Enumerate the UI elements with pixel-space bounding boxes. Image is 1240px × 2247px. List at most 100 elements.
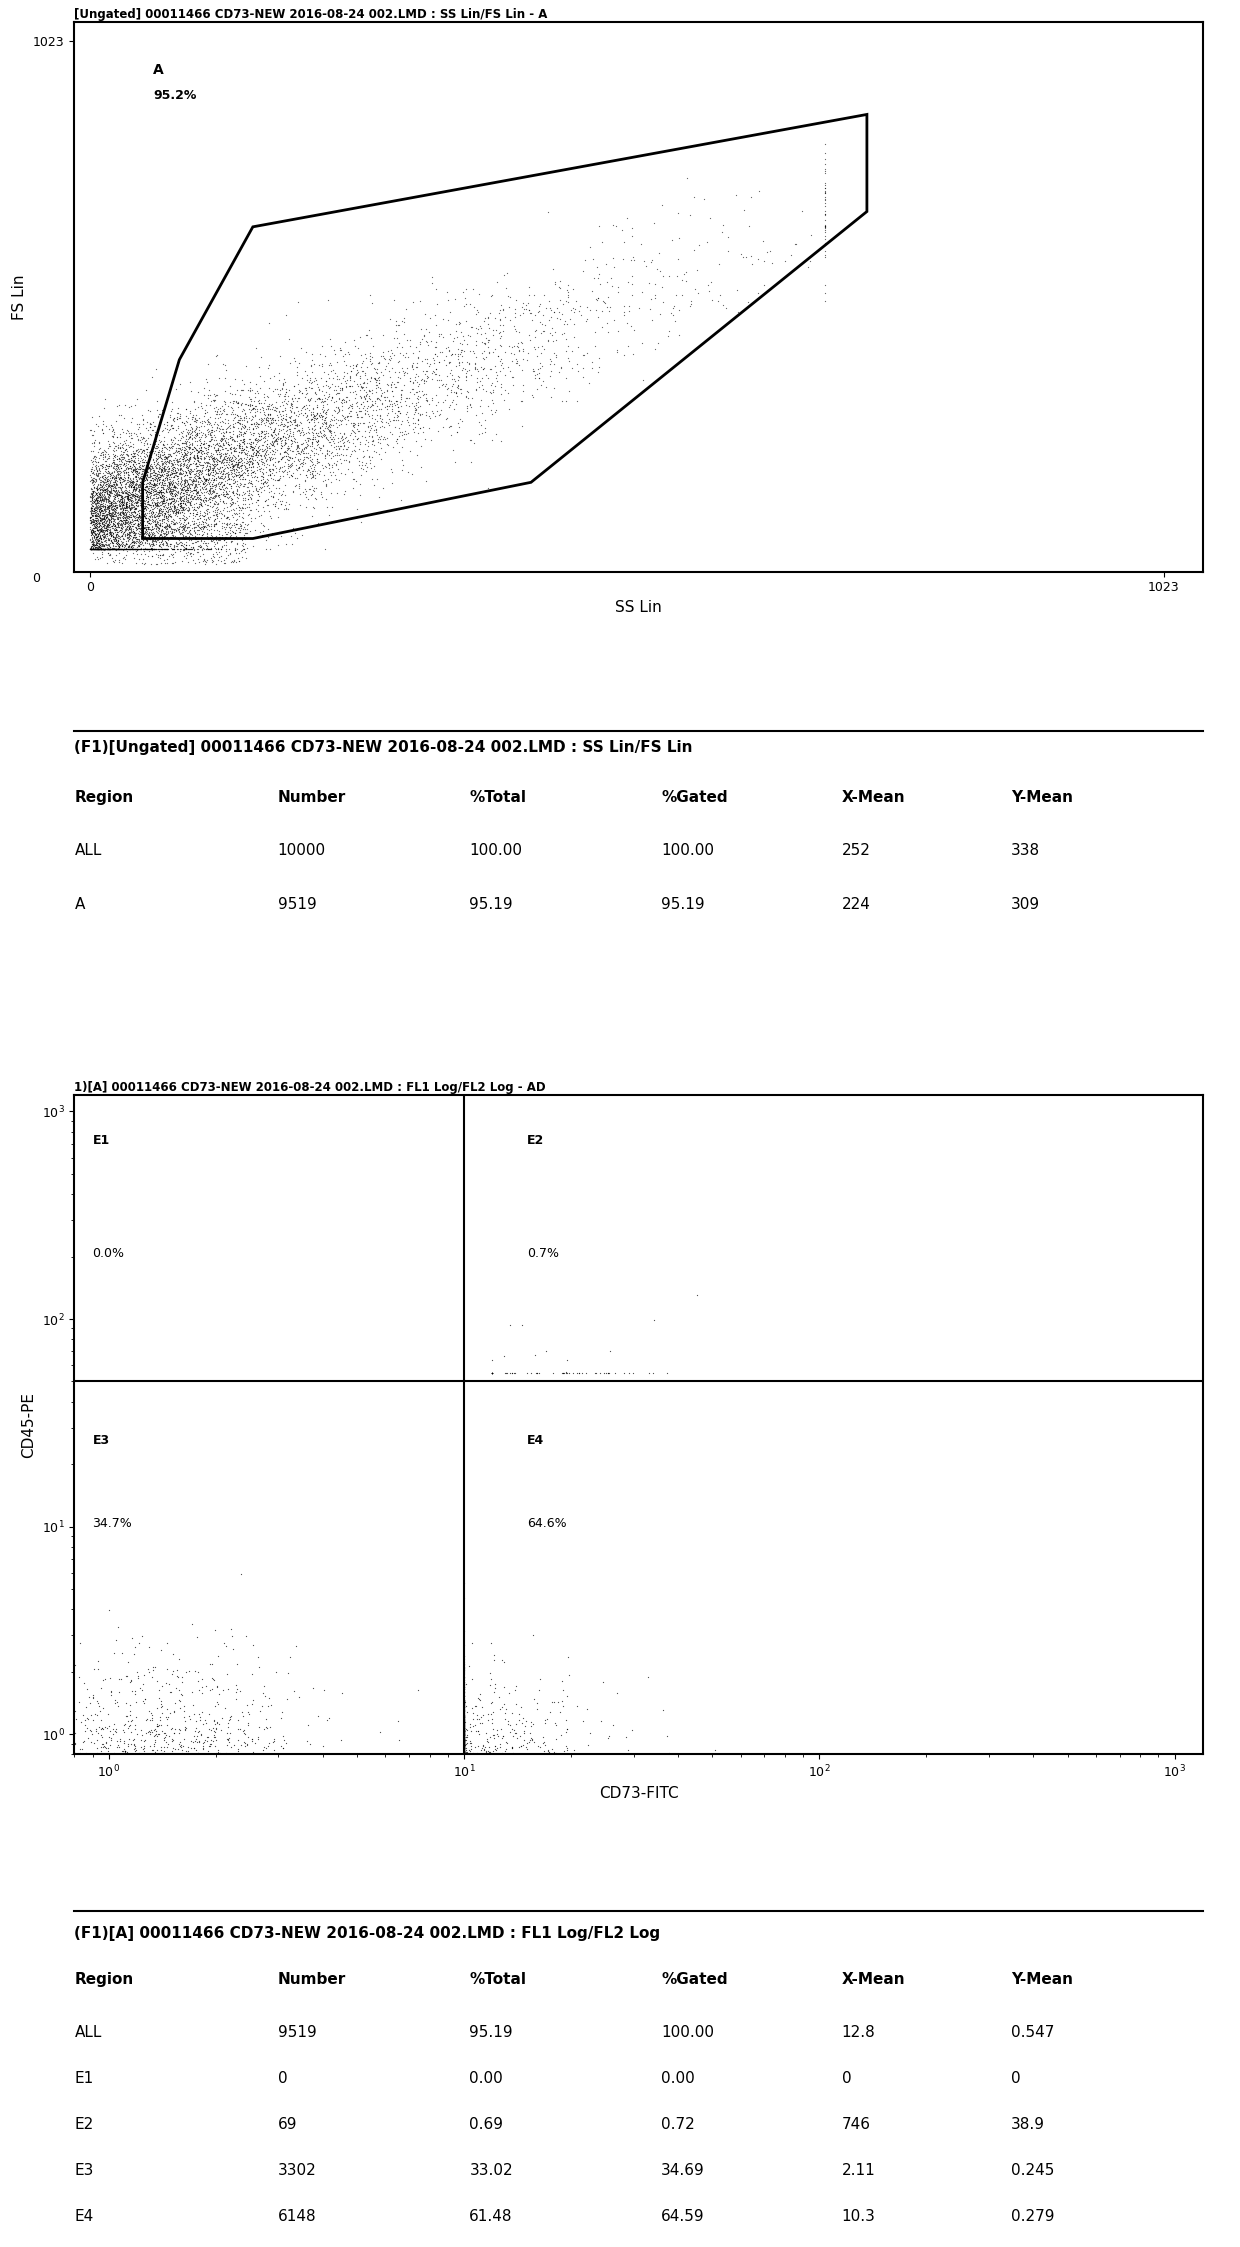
Point <box>136 454 156 490</box>
Point <box>0 1757 12 1793</box>
Point <box>124 1780 144 1816</box>
Point <box>180 517 200 553</box>
Point <box>454 1780 474 1816</box>
Point <box>454 1780 474 1816</box>
Point <box>140 1694 160 1730</box>
Point <box>454 1780 474 1816</box>
Point <box>234 483 254 519</box>
Point <box>114 445 134 481</box>
Point <box>290 404 310 440</box>
Point <box>459 346 479 382</box>
Point <box>238 497 258 533</box>
Point <box>454 1780 474 1816</box>
Point <box>174 512 193 548</box>
Point <box>454 1694 474 1730</box>
Point <box>557 1780 577 1816</box>
Point <box>89 530 109 566</box>
Point <box>506 1685 526 1721</box>
Point <box>258 400 278 436</box>
Point <box>454 1780 474 1816</box>
Point <box>105 402 125 438</box>
Point <box>133 542 153 577</box>
Point <box>176 1710 196 1746</box>
Point <box>454 1780 474 1816</box>
Point <box>454 1780 474 1816</box>
Point <box>454 1714 474 1750</box>
Point <box>224 465 244 501</box>
Point <box>81 530 100 566</box>
Point <box>16 1780 36 1816</box>
Point <box>523 1780 543 1816</box>
Point <box>93 472 113 508</box>
Point <box>454 1780 474 1816</box>
Point <box>157 530 177 566</box>
Point <box>57 1780 77 1816</box>
Point <box>454 1737 474 1773</box>
Point <box>454 1780 474 1816</box>
Point <box>539 1780 559 1816</box>
Point <box>513 330 533 366</box>
Point <box>0 1780 12 1816</box>
Point <box>88 456 108 492</box>
Point <box>454 1780 474 1816</box>
Point <box>165 490 185 526</box>
Point <box>198 467 218 503</box>
Point <box>109 456 129 492</box>
Point <box>516 1780 536 1816</box>
Point <box>93 530 113 566</box>
Point <box>69 1780 89 1816</box>
Point <box>454 1658 474 1694</box>
Point <box>109 440 129 476</box>
Point <box>157 508 177 544</box>
Point <box>549 1753 569 1789</box>
Point <box>454 1771 474 1807</box>
Point <box>454 1750 474 1786</box>
Point <box>538 1775 558 1811</box>
Point <box>136 465 156 501</box>
Point <box>294 1739 314 1775</box>
Point <box>475 1771 495 1807</box>
Point <box>198 472 218 508</box>
Point <box>221 517 241 553</box>
Point <box>454 1780 474 1816</box>
Point <box>118 483 138 519</box>
Point <box>83 418 103 454</box>
Point <box>496 1780 516 1816</box>
Point <box>286 431 306 467</box>
Point <box>118 1775 138 1811</box>
Point <box>480 1768 500 1804</box>
Point <box>505 1780 525 1816</box>
Point <box>123 465 143 501</box>
Point <box>81 492 100 528</box>
Point <box>394 303 414 339</box>
Point <box>461 1780 481 1816</box>
Point <box>160 472 180 508</box>
Point <box>309 1780 329 1816</box>
Point <box>182 400 202 436</box>
Point <box>217 1780 237 1816</box>
Point <box>454 1755 474 1791</box>
Point <box>206 411 226 447</box>
Point <box>136 461 156 497</box>
Point <box>110 447 130 483</box>
Point <box>336 431 356 467</box>
Point <box>402 348 422 384</box>
Point <box>203 544 223 580</box>
Point <box>236 1759 255 1795</box>
Point <box>180 1780 200 1816</box>
Point <box>454 1771 474 1807</box>
Point <box>272 440 291 476</box>
Point <box>118 454 138 490</box>
Point <box>115 515 135 551</box>
Point <box>81 499 100 535</box>
Point <box>454 1696 474 1732</box>
Point <box>166 494 186 530</box>
Point <box>232 393 252 429</box>
Point <box>144 526 164 562</box>
Point <box>131 490 151 526</box>
Point <box>454 1741 474 1777</box>
Point <box>243 454 263 490</box>
Point <box>83 1780 103 1816</box>
Point <box>748 274 768 310</box>
Point <box>184 463 203 499</box>
